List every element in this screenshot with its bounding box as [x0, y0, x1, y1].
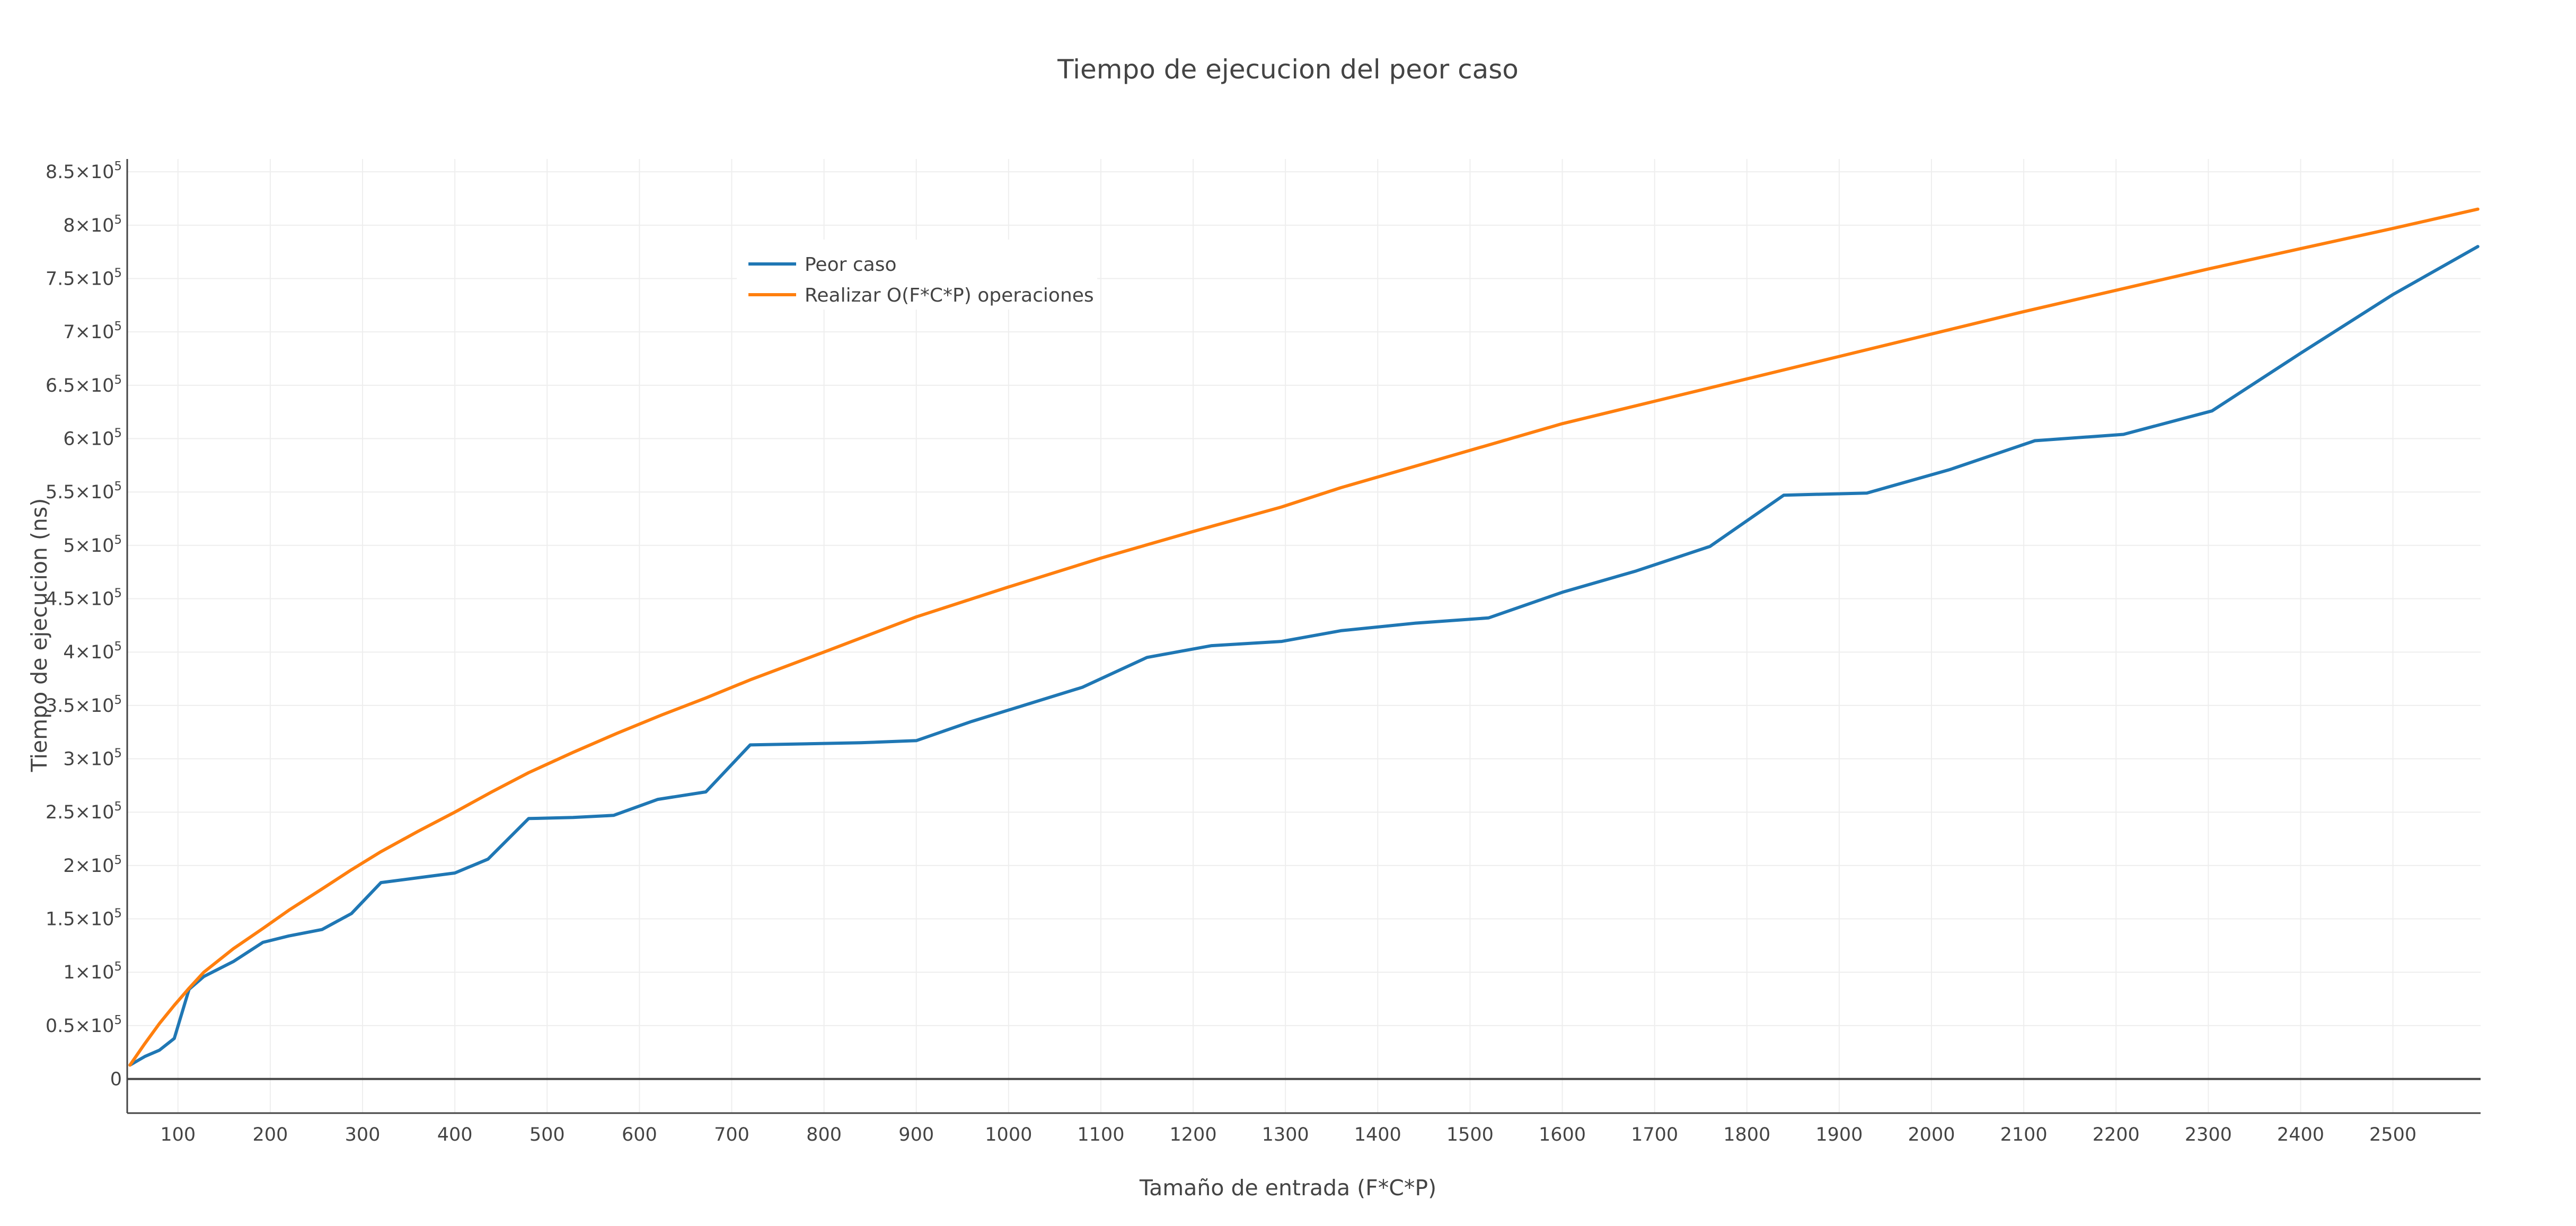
x-tick-label: 1800	[1723, 1124, 1770, 1145]
series-line-peor-caso	[128, 245, 2480, 1067]
legend-label-peor-caso: Peor caso	[805, 254, 896, 276]
x-tick-label: 1500	[1446, 1124, 1494, 1145]
legend-label-realizar-operaciones: Realizar O(F*C*P) operaciones	[805, 285, 1094, 306]
y-tick-label: 1.5×105	[46, 907, 122, 930]
x-tick-label: 2000	[1908, 1124, 1955, 1145]
x-tick-label: 1300	[1262, 1124, 1309, 1145]
x-tick-label: 100	[160, 1124, 196, 1145]
legend: Peor caso Realizar O(F*C*P) operaciones	[737, 240, 1097, 310]
y-tick-label: 2×105	[63, 853, 122, 877]
x-tick-label: 2100	[2000, 1124, 2048, 1145]
axes	[126, 159, 2481, 1114]
x-tick-label: 2300	[2185, 1124, 2232, 1145]
x-tick-label: 1200	[1170, 1124, 1217, 1145]
y-tick-label: 4×105	[63, 640, 122, 663]
y-tick-label: 5.5×105	[46, 480, 122, 503]
x-tick-label: 700	[714, 1124, 749, 1145]
x-axis-title: Tamaño de entrada (F*C*P)	[1139, 1175, 1436, 1201]
y-tick-label: 8.5×105	[46, 160, 122, 183]
chart-title: Tiempo de ejecucion del peor caso	[1057, 54, 1519, 85]
x-tick-label: 1100	[1077, 1124, 1124, 1145]
x-tick-label: 200	[252, 1124, 288, 1145]
legend-background	[737, 240, 1097, 310]
series-line-realizar-o-f-c-p-operaciones	[128, 207, 2480, 1067]
x-tick-label: 800	[806, 1124, 842, 1145]
y-tick-label: 5×105	[63, 533, 122, 557]
x-tick-label: 1600	[1539, 1124, 1586, 1145]
tick-labels: 100 200 300 400 500 600 700 800 900 1000 1100 1200 1…	[46, 160, 2416, 1145]
y-tick-label: 0.5×105	[46, 1013, 122, 1037]
y-tick-label: 7.5×105	[46, 267, 122, 290]
y-tick-label: 1×105	[63, 960, 122, 983]
x-tick-label: 400	[437, 1124, 473, 1145]
x-tick-label: 2500	[2369, 1124, 2416, 1145]
x-tick-label: 2400	[2277, 1124, 2324, 1145]
y-tick-label: 6.5×105	[46, 373, 122, 396]
y-tick-label: 0	[110, 1069, 122, 1090]
x-tick-label: 300	[345, 1124, 381, 1145]
y-tick-label: 2.5×105	[46, 800, 122, 823]
x-tick-label: 1000	[985, 1124, 1032, 1145]
y-tick-label: 3.5×105	[46, 693, 122, 717]
x-tick-label: 2200	[2093, 1124, 2140, 1145]
y-tick-label: 7×105	[63, 320, 122, 343]
grid	[127, 159, 2481, 1113]
y-tick-label: 3×105	[63, 747, 122, 770]
y-axis-title: Tiempo de ejecucion (ns)	[27, 498, 52, 773]
y-tick-label: 6×105	[63, 427, 122, 450]
y-tick-label: 4.5×105	[46, 587, 122, 610]
series-layer	[128, 207, 2480, 1067]
y-tick-label: 8×105	[63, 213, 122, 236]
x-tick-label: 1700	[1631, 1124, 1678, 1145]
x-tick-label: 1400	[1354, 1124, 1401, 1145]
x-tick-label: 600	[622, 1124, 657, 1145]
x-tick-label: 1900	[1815, 1124, 1863, 1145]
x-tick-label: 500	[530, 1124, 565, 1145]
x-tick-label: 900	[898, 1124, 934, 1145]
